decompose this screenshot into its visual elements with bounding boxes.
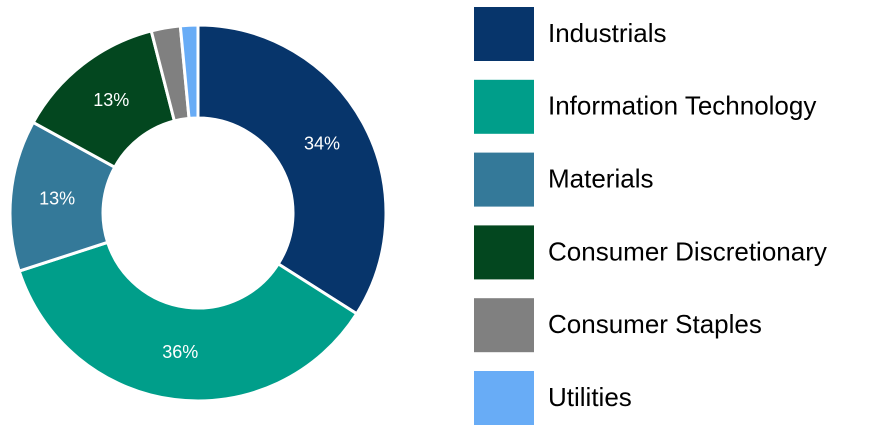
legend-label: Industrials: [548, 18, 667, 48]
legend-swatch: [474, 371, 534, 425]
legend-swatch: [474, 298, 534, 353]
legend-swatch: [474, 79, 534, 134]
data-label: 34%: [304, 134, 340, 154]
donut-slice: [17, 240, 359, 403]
legend-label: Information Technology: [548, 91, 816, 121]
data-label: 13%: [93, 90, 129, 110]
data-label: 13%: [39, 188, 75, 208]
donut-slice: [178, 23, 200, 121]
legend-swatch: [474, 225, 534, 280]
legend-swatch: [474, 7, 534, 61]
legend-label: Consumer Staples: [548, 309, 762, 339]
legend-label: Utilities: [548, 382, 632, 412]
legend-label: Materials: [548, 163, 653, 193]
legend-label: Consumer Discretionary: [548, 236, 827, 266]
donut-slice: [196, 23, 388, 316]
data-label: 36%: [162, 342, 198, 362]
legend-swatch: [474, 152, 534, 207]
